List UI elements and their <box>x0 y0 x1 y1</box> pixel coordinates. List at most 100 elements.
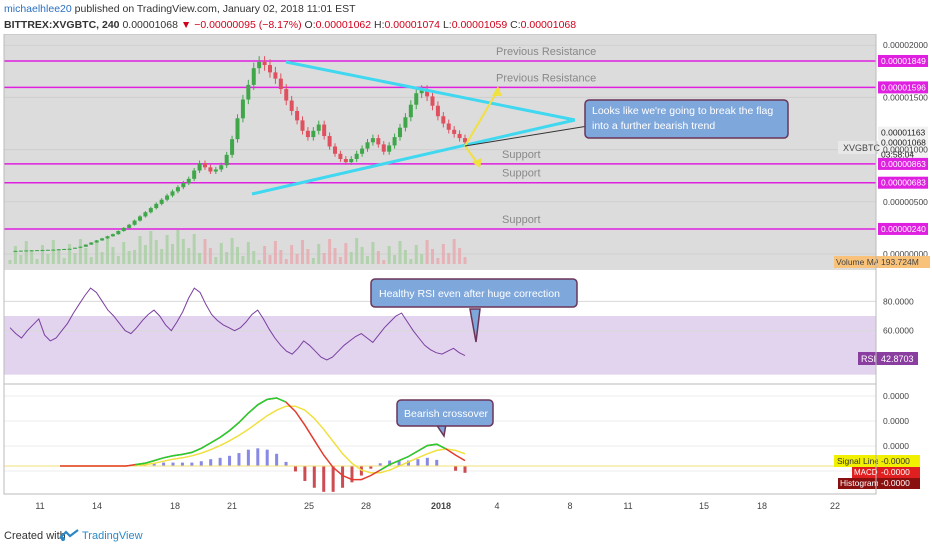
candle-body <box>300 120 305 131</box>
rsi-tick-label: 80.0000 <box>883 296 914 306</box>
candle-body <box>45 249 50 251</box>
volume-bar <box>393 255 397 264</box>
candle-body <box>246 84 251 100</box>
candle-body <box>376 138 381 145</box>
flag-callout-box <box>584 99 789 139</box>
macd-tag-box <box>852 467 878 478</box>
volume-bar <box>284 259 288 264</box>
volume-bar <box>447 253 451 264</box>
candle-body <box>289 100 294 111</box>
volume-bar <box>46 254 50 264</box>
candle-body <box>62 248 67 250</box>
candle-body <box>387 145 392 152</box>
histogram-value-box <box>878 478 920 489</box>
volume-bar <box>57 249 61 264</box>
histogram-bar <box>388 460 392 466</box>
time-tick-label: 14 <box>92 501 102 511</box>
histogram-bar <box>228 455 232 466</box>
candle-body <box>175 187 180 192</box>
volume-bar <box>208 248 212 264</box>
flag-upper-line <box>285 60 576 122</box>
volume-bar <box>409 259 413 264</box>
volume-bar <box>311 258 315 264</box>
volume-bar <box>458 248 462 264</box>
volume-bar <box>338 257 342 264</box>
histogram-bar <box>218 457 222 466</box>
macd-tick-label: 0.0000 <box>883 441 909 451</box>
volume-bar <box>263 246 267 264</box>
price-label: 03:58:04 <box>881 150 914 160</box>
volume-bars <box>8 230 467 264</box>
histogram-bar <box>180 462 184 466</box>
price-label-box <box>878 222 928 235</box>
volume-bar <box>8 260 12 264</box>
candle-body <box>435 105 440 117</box>
price-label: 0.00001163 <box>881 128 926 138</box>
candle-body <box>446 123 451 130</box>
price-tick-label: 0.00001500 <box>883 92 928 102</box>
price-tick-label: 0.00000500 <box>883 197 928 207</box>
signal-tag: Signal Line <box>837 456 879 466</box>
price-label: 0.00001068 <box>881 138 926 148</box>
volume-bar <box>100 252 104 264</box>
volume-bar <box>19 255 23 264</box>
tradingview-logo-icon[interactable] <box>58 528 80 545</box>
volume-bar <box>236 247 239 264</box>
candle-body <box>370 138 375 143</box>
histogram-bar <box>454 466 458 471</box>
author-link[interactable]: michaelhlee20 <box>4 3 72 15</box>
candle-body <box>349 159 354 163</box>
flag-lower-line <box>251 118 576 196</box>
created-with-text: Created with <box>4 530 66 542</box>
level-label: Support <box>502 168 541 180</box>
volume-bar <box>198 253 202 264</box>
volume-bar <box>214 257 218 264</box>
candle-body <box>452 129 457 134</box>
candle-body <box>398 127 402 138</box>
open-label: O: <box>304 19 316 31</box>
volume-bar <box>51 240 55 264</box>
candle-body <box>463 138 467 143</box>
candle-body <box>110 234 115 237</box>
candle-body <box>219 165 224 170</box>
time-tick-label: 21 <box>227 501 237 511</box>
volume-bar <box>35 259 39 264</box>
volume-bar <box>252 251 256 264</box>
candle-body <box>403 117 408 128</box>
volume-bar <box>328 239 332 264</box>
histogram-tag: Histogram <box>840 478 879 488</box>
flag-pattern <box>251 60 589 196</box>
close-label: C: <box>510 19 521 31</box>
candle-body <box>381 144 386 152</box>
chart-area[interactable]: Previous Resistance Previous Resistance Su… <box>0 34 932 524</box>
candle-body <box>127 224 132 228</box>
candle-body <box>322 124 327 137</box>
volume-bar <box>181 239 185 264</box>
volume-bar <box>317 244 321 264</box>
candle-body <box>441 116 446 124</box>
histogram-bar <box>293 466 297 472</box>
price-tick-label: 0.00002000 <box>883 40 928 50</box>
price-label: 0.00001849 <box>881 56 926 66</box>
volume-bar <box>279 250 283 264</box>
histogram-bar <box>435 459 439 466</box>
volume-bar <box>268 255 272 264</box>
price-axis: 0.00002000 0.00001500 0.00001000 0.00000500… <box>883 40 928 259</box>
volume-bar <box>111 247 115 264</box>
candle-body <box>316 124 321 131</box>
histogram-tag-box <box>838 478 878 489</box>
candle-body <box>408 104 413 118</box>
volume-bar <box>192 234 196 264</box>
candle-body <box>392 137 397 146</box>
histogram-bar <box>237 453 241 466</box>
tradingview-brand[interactable]: TradingView <box>82 530 143 542</box>
macd-tick-label: 0.0000 <box>883 391 909 401</box>
candle-body <box>295 110 300 121</box>
candle-body <box>181 183 186 188</box>
volume-bar <box>414 245 418 264</box>
candle-body <box>430 96 435 106</box>
histogram-bar <box>265 449 269 466</box>
rsi-tick-label: 60.0000 <box>883 326 914 336</box>
symbol-tag: XVGBTC <box>843 143 881 153</box>
volume-label-box <box>834 256 878 268</box>
